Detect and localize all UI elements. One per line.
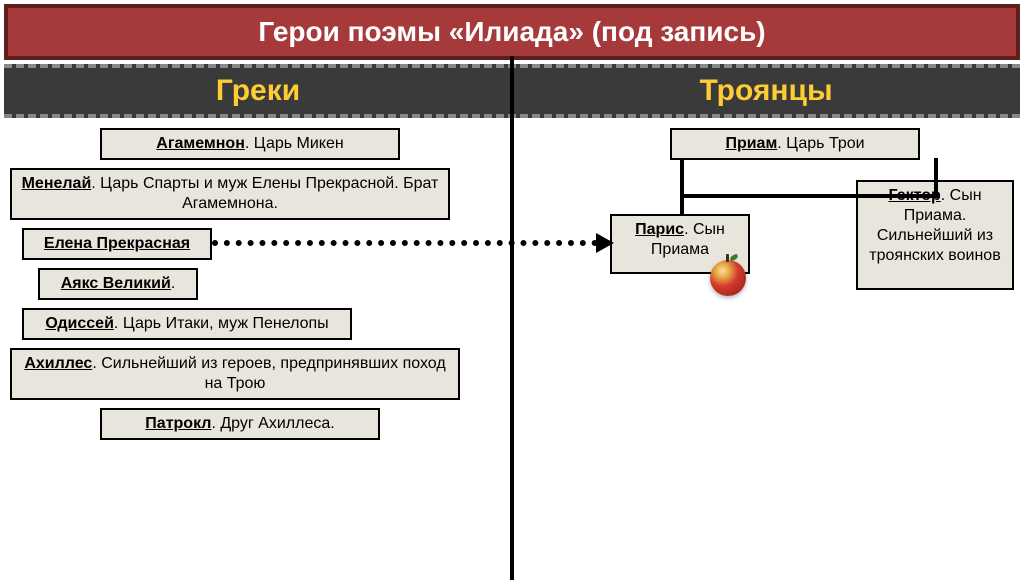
header-greeks: Греки: [4, 68, 512, 114]
greek-node-5: Ахиллес. Сильнейший из героев, предприня…: [10, 348, 460, 400]
trojan-node-priam: Приам. Царь Трои: [670, 128, 920, 160]
greek-node-0: Агамемнон. Царь Микен: [100, 128, 400, 160]
connector-hline: [680, 194, 938, 198]
apple-icon: [710, 260, 746, 296]
connector-vline_to_paris: [680, 194, 684, 214]
greek-node-4: Одиссей. Царь Итаки, муж Пенелопы: [22, 308, 352, 340]
connector-vline_priam_up: [934, 158, 938, 178]
header-trojans: Троянцы: [512, 68, 1020, 114]
greek-node-3: Аякс Великий.: [38, 268, 198, 300]
greek-node-2: Елена Прекрасная: [22, 228, 212, 260]
connector-vline_from_priam: [680, 158, 684, 198]
greek-node-1: Менелай. Царь Спарты и муж Елены Прекрас…: [10, 168, 450, 220]
center-divider: [510, 56, 514, 580]
greek-node-6: Патрокл. Друг Ахиллеса.: [100, 408, 380, 440]
arrow-head-icon: [596, 233, 614, 253]
helen-to-paris-arrow: [212, 240, 598, 246]
page-title: Герои поэмы «Илиада» (под запись): [4, 4, 1020, 60]
